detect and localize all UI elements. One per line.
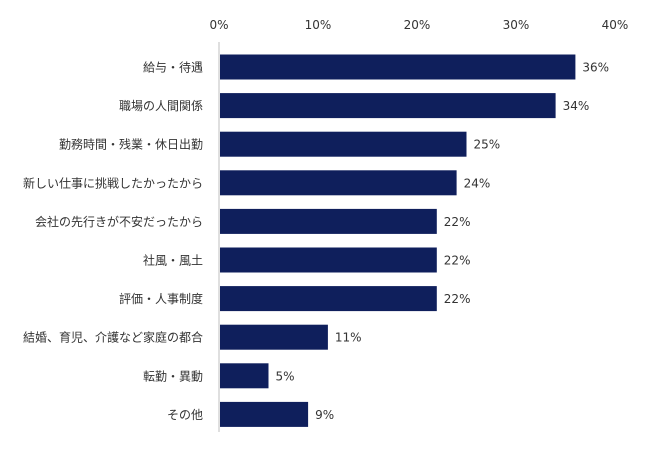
data-label: 22% [444, 254, 471, 268]
bar [220, 93, 556, 119]
category-label: 転勤・異動 [143, 369, 203, 383]
x-tick-label: 10% [305, 18, 332, 32]
bar [220, 363, 269, 389]
x-tick-label: 20% [404, 18, 431, 32]
x-tick-label: 0% [209, 18, 228, 32]
bar [220, 401, 309, 427]
bar [220, 286, 437, 312]
category-label: 職場の人間関係 [119, 99, 203, 113]
data-label: 24% [464, 176, 491, 190]
data-labels: 36% 34% 25% 24% 22% 22% 22% 11% 5% 9% [276, 61, 610, 422]
data-label: 25% [474, 138, 501, 152]
category-label: 給与・待遇 [143, 61, 203, 75]
x-axis-ticks: 0% 10% 20% 30% 40% [209, 18, 628, 32]
category-label: 評価・人事制度 [119, 291, 203, 306]
category-label: 社風・風土 [143, 253, 203, 268]
bar [220, 247, 437, 273]
data-label: 9% [315, 408, 334, 422]
category-label: 会社の先行きが不安だったから [35, 214, 203, 229]
data-label: 5% [276, 369, 295, 383]
bar [220, 208, 437, 234]
x-tick-label: 30% [503, 18, 530, 32]
data-label: 36% [582, 61, 609, 75]
data-label: 11% [335, 331, 362, 345]
bar [220, 324, 328, 350]
data-label: 22% [444, 292, 471, 306]
category-label: その他 [167, 408, 203, 422]
bar [220, 170, 457, 196]
data-label: 34% [563, 99, 590, 113]
category-labels: 給与・待遇職場の人間関係勤務時間・残業・休日出勤新しい仕事に挑戦したかったから会… [23, 61, 203, 422]
data-label: 22% [444, 215, 471, 229]
bar [220, 54, 576, 80]
bars [220, 54, 576, 427]
x-tick-label: 40% [602, 18, 629, 32]
category-label: 勤務時間・残業・休日出勤 [59, 138, 203, 152]
category-label: 新しい仕事に挑戦したかったから [23, 175, 203, 190]
bar [220, 131, 467, 157]
category-label: 結婚、育児、介護など家庭の都合 [23, 330, 203, 345]
